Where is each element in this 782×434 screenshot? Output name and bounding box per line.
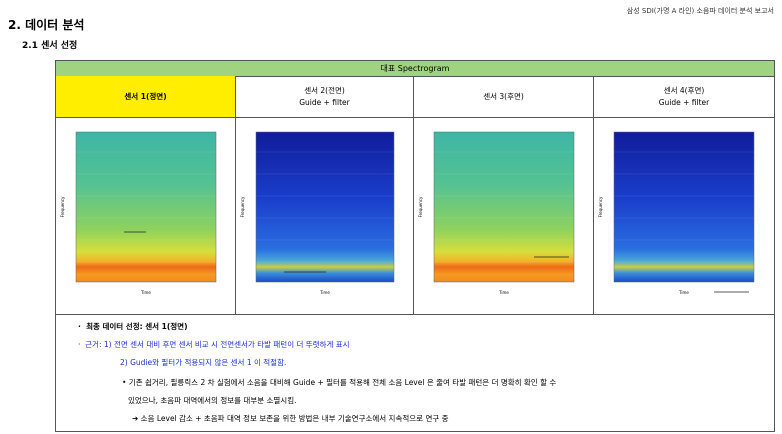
plot-area xyxy=(434,132,574,282)
selection-text: 최종 데이터 선정: 센서 1(정면) xyxy=(86,322,187,331)
column-header: 센서 1(정면) xyxy=(56,76,235,118)
sensor-column: 센서 4(후면)Guide + filter Frequency Time xyxy=(594,76,774,314)
selection: · 최종 데이터 선정: 센서 1(정면) xyxy=(78,321,188,332)
spectrogram: Frequency Time xyxy=(56,118,235,313)
sensor-table: 대표 Spectrogram · 최종 데이터 선정: 센서 1(정면) · 근… xyxy=(55,60,775,432)
sensor-label: 센서 4(후면) xyxy=(594,85,774,97)
x-axis-label: Time xyxy=(678,290,689,295)
sensor-label: 센서 1(정면) xyxy=(56,91,235,103)
conclusion: ➔ 소음 Level 감소 + 초음파 대역 정보 보존을 위한 방법은 내부 … xyxy=(132,413,449,424)
plot-area xyxy=(76,132,216,282)
y-axis-label: Frequency xyxy=(598,196,603,217)
page: {"header":{"note":"삼성 SDI(가명 A 라인) 소음파 데… xyxy=(0,0,782,432)
reason-2: 2) Gudie와 필터가 적용되지 않은 센서 1 이 적절함. xyxy=(120,357,286,368)
y-axis-label: Frequency xyxy=(240,196,245,217)
header-note: 삼성 SDI(가명 A 라인) 소음파 데이터 분석 보고서 xyxy=(627,6,774,16)
spectrogram: Frequency Time xyxy=(594,118,773,313)
plot-area xyxy=(256,132,394,282)
sensor-column: 센서 3(후면) Frequency Time xyxy=(414,76,594,314)
sensor-column: 센서 1(정면) Frequency Time xyxy=(56,76,236,314)
spectrogram: Frequency Time xyxy=(414,118,593,313)
sensor-label: 센서 2(전면) xyxy=(236,85,413,97)
plot-area xyxy=(614,132,754,282)
x-axis-label: Time xyxy=(319,290,330,295)
column-header: 센서 2(전면)Guide + filter xyxy=(236,76,413,118)
reason-text: 근거: 1) 전면 센서 대비 후면 센서 비교 시 전면센서가 타발 패턴이 … xyxy=(85,340,349,349)
spectrogram: Frequency Time xyxy=(236,118,413,313)
y-axis-label: Frequency xyxy=(418,196,423,217)
sensor-label: 센서 3(후면) xyxy=(414,91,593,103)
section-title: 2. 데이터 분석 xyxy=(8,16,84,33)
reason: · 근거: 1) 전면 센서 대비 후면 센서 비교 시 전면센서가 타발 패턴… xyxy=(78,339,350,350)
sensor-sublabel: Guide + filter xyxy=(594,97,774,109)
sensor-column: 센서 2(전면)Guide + filter Frequency Time xyxy=(236,76,414,314)
x-axis-label: Time xyxy=(498,290,509,295)
x-axis-label: Time xyxy=(140,290,151,295)
column-header: 센서 4(후면)Guide + filter xyxy=(594,76,774,118)
y-axis-label: Frequency xyxy=(60,196,65,217)
table-header: 대표 Spectrogram xyxy=(56,61,774,77)
detail-1: • 기존 쉽거리, 필릉릭스 2 차 실험에서 소음을 대비해 Guide + … xyxy=(122,377,556,388)
detail-2: 있었으나, 초음파 대역에서의 정보를 대부분 소멸시킴. xyxy=(128,395,297,406)
notes: · 최종 데이터 선정: 센서 1(정면) · 근거: 1) 전면 센서 대비 … xyxy=(56,314,774,434)
sensor-sublabel: Guide + filter xyxy=(236,97,413,109)
subsection-title: 2.1 센서 선정 xyxy=(22,38,77,51)
column-header: 센서 3(후면) xyxy=(414,76,593,118)
